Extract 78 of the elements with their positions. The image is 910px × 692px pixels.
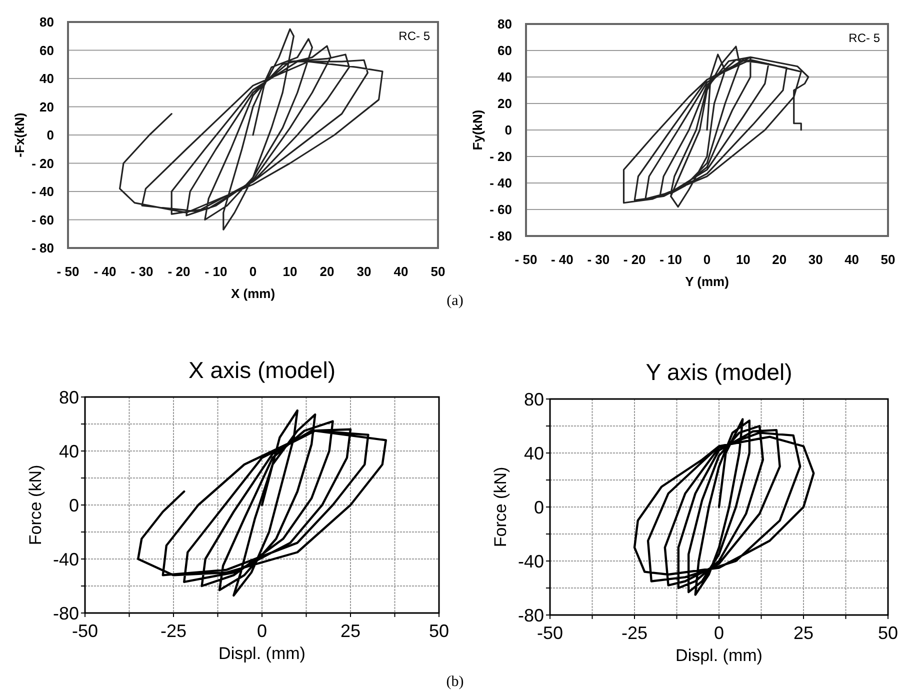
x-tick-label: - 30 [587, 252, 610, 267]
x-axis-title: Y (mm) [685, 274, 729, 289]
x-tick-label: - 10 [204, 264, 228, 279]
line-series [633, 418, 815, 596]
y-tick-label: 20 [40, 99, 54, 114]
y-tick-label: 80 [40, 14, 54, 30]
x-axis-title: X (mm) [230, 286, 276, 301]
y-tick-label: 80 [524, 389, 544, 410]
y-tick-label: - 20 [32, 156, 54, 171]
line-series [119, 28, 384, 230]
x-axis-title: Displ. (mm) [676, 646, 762, 665]
y-tick-label: 60 [40, 42, 54, 58]
y-axis-title: Force (kN) [491, 466, 510, 548]
x-tick-label: -50 [536, 623, 564, 643]
x-tick-label: - 50 [514, 252, 538, 267]
annotation: RC- 5 [398, 29, 430, 43]
x-tick-label: -50 [72, 621, 98, 641]
x-tick-label: 0 [714, 623, 724, 643]
x-tick-label: - 20 [623, 252, 646, 267]
y-tick-label: 80 [58, 387, 79, 408]
y-tick-label: - 80 [32, 240, 54, 256]
x-tick-label: 30 [808, 252, 823, 267]
y-tick-label: -40 [518, 551, 544, 572]
x-tick-label: 50 [428, 621, 450, 641]
y-tick-label: 60 [498, 43, 512, 58]
y-axis-title: -Fx(kN) [12, 112, 27, 158]
chart-title: Y axis (model) [646, 359, 792, 385]
x-tick-label: 20 [320, 264, 334, 279]
line-series [137, 409, 387, 597]
x-tick-label: - 40 [550, 252, 574, 267]
y-axis-title: Fy(kN) [470, 110, 485, 150]
y-axis-title: Force (kN) [26, 464, 45, 546]
x-tick-label: - 10 [660, 252, 682, 267]
x-tick-label: 40 [844, 252, 860, 267]
x-tick-label: 50 [880, 252, 896, 267]
y-tick-label: 0 [46, 128, 54, 143]
y-tick-label: 0 [534, 497, 544, 518]
x-tick-label: 25 [340, 621, 361, 641]
x-tick-label: 30 [356, 264, 372, 279]
annotation: RC- 5 [848, 31, 880, 45]
y-tick-label: 40 [498, 70, 512, 85]
x-tick-label: 50 [878, 623, 898, 643]
x-tick-label: 50 [430, 264, 446, 279]
x-tick-label: 25 [793, 623, 814, 643]
y-tick-label: - 40 [32, 184, 54, 200]
text: (b) [446, 674, 464, 690]
line-series [622, 46, 810, 208]
x-tick-label: 10 [282, 264, 298, 279]
y-tick-label: -40 [52, 549, 79, 570]
y-tick-label: - 40 [490, 176, 512, 191]
text: (a) [446, 293, 464, 309]
y-tick-label: -80 [518, 605, 544, 626]
y-tick-label: 0 [504, 122, 512, 138]
y-tick-label: 40 [524, 443, 544, 464]
y-tick-label: - 60 [490, 202, 512, 218]
x-tick-label: 0 [703, 252, 711, 267]
x-tick-label: - 40 [94, 264, 116, 279]
y-tick-label: 0 [68, 495, 79, 516]
x-tick-label: -25 [621, 623, 648, 643]
x-tick-label: - 30 [130, 264, 154, 279]
y-tick-label: 40 [58, 441, 79, 462]
x-tick-label: 40 [394, 264, 408, 279]
y-tick-label: 80 [498, 16, 512, 32]
x-axis-title: Displ. (mm) [218, 644, 306, 663]
y-tick-label: - 20 [490, 149, 512, 164]
x-tick-label: 10 [736, 252, 750, 267]
y-tick-label: 40 [40, 71, 54, 86]
y-tick-label: - 60 [32, 212, 54, 228]
x-tick-label: 0 [249, 264, 257, 279]
x-tick-label: -25 [160, 621, 187, 641]
x-tick-label: - 50 [56, 264, 80, 279]
y-tick-label: 20 [498, 96, 512, 112]
x-tick-label: - 20 [168, 264, 190, 279]
x-tick-label: 20 [772, 252, 787, 267]
y-tick-label: -80 [52, 603, 79, 624]
y-tick-label: - 80 [490, 228, 512, 244]
x-tick-label: 0 [256, 621, 268, 641]
chart-title: X axis (model) [188, 357, 336, 383]
